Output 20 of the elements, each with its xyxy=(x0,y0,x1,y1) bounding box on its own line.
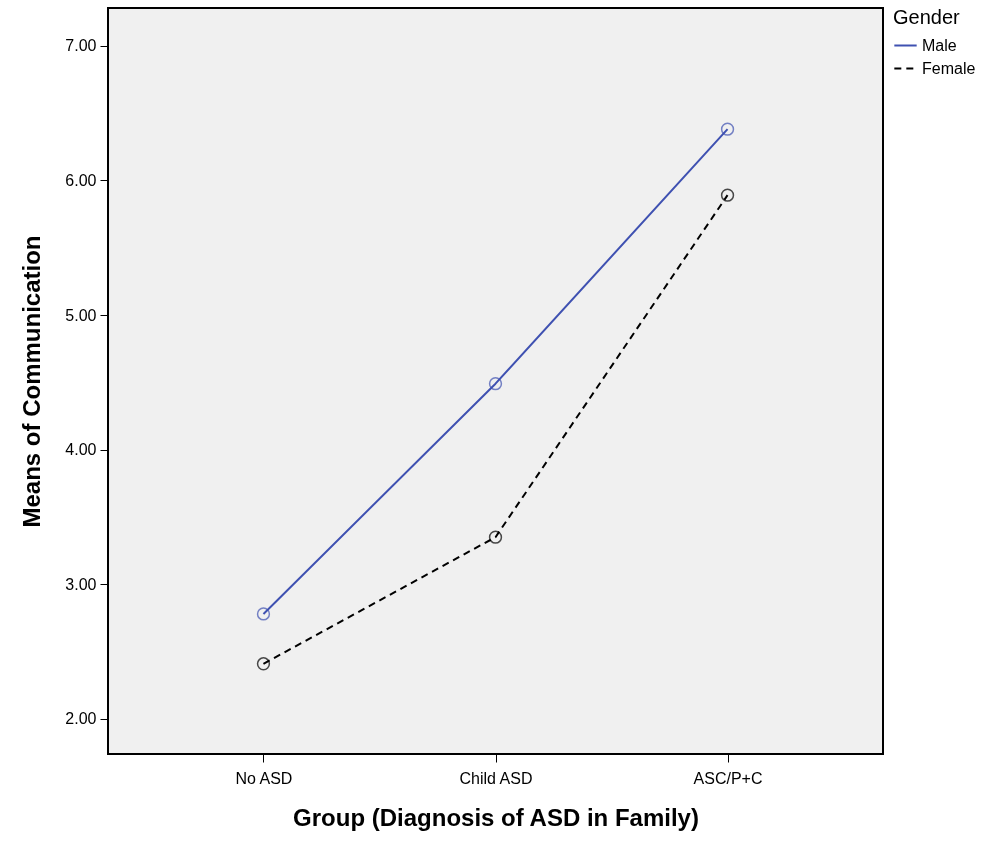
point xyxy=(488,530,503,544)
y-tick-label: 5.00 xyxy=(65,306,97,324)
point xyxy=(256,657,271,671)
y-tick-label: 4.00 xyxy=(65,441,97,459)
x-tick-label: Child ASD xyxy=(459,769,533,787)
x-tick-label: ASC/P+C xyxy=(693,769,763,787)
y-tick-label: 7.00 xyxy=(65,37,97,55)
point xyxy=(256,607,271,621)
y-tick-label: 6.00 xyxy=(65,171,97,189)
point xyxy=(720,122,735,136)
legend-title: Gender xyxy=(893,6,961,28)
x-axis-title: Group (Diagnosis of ASD in Family) xyxy=(293,803,699,831)
y-axis-title: Means of Communication xyxy=(18,235,46,528)
y-tick-label: 3.00 xyxy=(65,575,97,593)
x-tick-label: No ASD xyxy=(235,769,293,787)
legend-label: Male xyxy=(922,36,957,54)
legend-label: Female xyxy=(922,59,976,77)
point xyxy=(720,188,735,202)
y-tick-label: 2.00 xyxy=(65,710,97,728)
point xyxy=(488,377,503,391)
